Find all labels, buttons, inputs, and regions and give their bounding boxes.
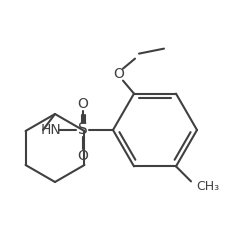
Text: O: O bbox=[114, 67, 124, 81]
Text: O: O bbox=[77, 97, 89, 111]
Text: O: O bbox=[77, 149, 89, 163]
Text: HN: HN bbox=[41, 123, 61, 137]
Text: CH₃: CH₃ bbox=[196, 180, 219, 193]
Text: S: S bbox=[78, 123, 88, 137]
